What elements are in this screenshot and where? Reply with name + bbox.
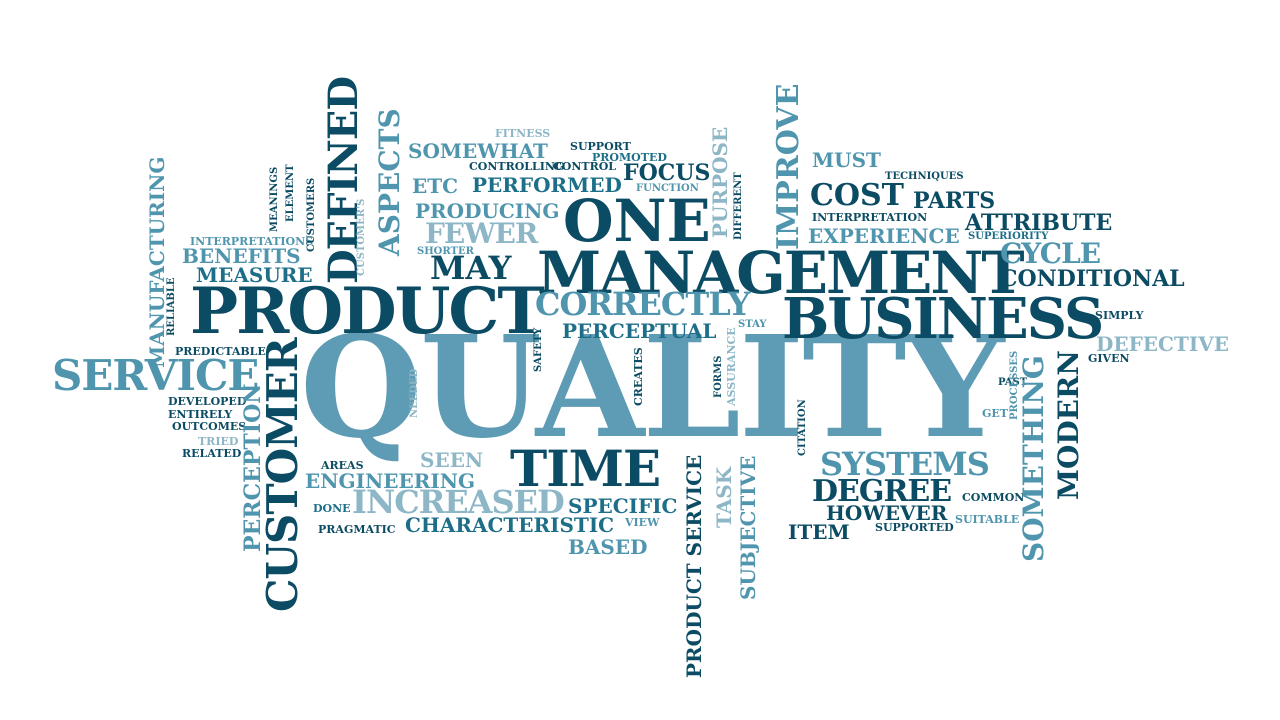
word-parts: PARTS	[913, 188, 996, 214]
word-quality: QUALITY	[300, 306, 1004, 470]
word-citation: CITATION	[797, 399, 808, 456]
word-superiority: SUPERIORITY	[968, 231, 1049, 242]
word-customers-apos: CUSTOMER'S	[356, 198, 367, 276]
word-producing: PRODUCING	[415, 199, 560, 223]
word-product: PRODUCT	[190, 274, 545, 349]
word-related: RELATED	[182, 447, 242, 460]
word-time: TIME	[510, 439, 661, 498]
word-safety: SAFETY	[533, 327, 544, 372]
word-manufacturing: MANUFACTURING	[145, 156, 169, 368]
word-management: MANAGEMENT	[537, 239, 1025, 307]
word-supported: SUPPORTED	[875, 521, 954, 534]
word-suitable: SUITABLE	[955, 513, 1020, 526]
word-interpretations: INTERPRETATIONS	[190, 235, 314, 248]
word-correctly: CORRECTLY	[535, 285, 750, 323]
word-subjective: SUBJECTIVE	[736, 455, 760, 600]
word-may: MAY	[430, 249, 512, 287]
word-perceptual: PERCEPTUAL	[562, 319, 717, 343]
word-customer-vertical: CUSTOMER	[258, 338, 307, 612]
word-one: ONE	[563, 187, 711, 255]
word-element: ELEMENT	[285, 164, 296, 222]
word-techniques: TECHNIQUES	[885, 171, 964, 182]
word-defective: DEFECTIVE	[1096, 332, 1229, 356]
word-support: SUPPORT	[570, 140, 631, 153]
word-modern: MODERN	[1052, 350, 1085, 500]
word-tried: TRIED	[198, 435, 239, 448]
word-fitness: FITNESS	[495, 127, 551, 140]
word-control: CONTROL	[553, 160, 617, 173]
word-stay: STAY	[738, 319, 767, 330]
word-controlling: CONTROLLING	[469, 160, 565, 173]
word-forms: FORMS	[713, 355, 724, 398]
word-customers: CUSTOMERS	[306, 177, 317, 252]
word-promoted: PROMOTED	[592, 151, 667, 164]
word-areas: AREAS	[321, 459, 364, 472]
word-shorter: SHORTER	[417, 246, 474, 257]
word-past: PAST	[998, 377, 1028, 388]
word-performed: PERFORMED	[472, 173, 622, 197]
word-get: GET	[982, 407, 1008, 420]
word-meanings: MEANINGS	[269, 166, 280, 232]
word-item: ITEM	[788, 520, 850, 544]
word-measure: MEASURE	[196, 263, 313, 287]
word-focus: FOCUS	[623, 160, 711, 186]
word-service: SERVICE	[52, 351, 259, 400]
word-cycle: CYCLE	[1000, 237, 1101, 270]
word-degree: DEGREE	[812, 474, 952, 509]
word-function: FUNCTION	[636, 183, 699, 194]
word-task: TASK	[712, 466, 736, 528]
word-something: SOMETHING	[1017, 355, 1050, 562]
word-needed: NEEDED	[409, 368, 420, 418]
word-done: DONE	[313, 502, 351, 515]
word-entirely: ENTIRELY	[168, 408, 233, 421]
word-creates: CREATES	[632, 347, 645, 406]
word-view: VIEW	[625, 516, 660, 529]
word-improve: IMPROVE	[771, 83, 806, 250]
word-etc: ETC	[412, 174, 459, 198]
word-interpretation: INTERPRETATION	[812, 211, 928, 224]
word-experience: EXPERIENCE	[808, 224, 960, 248]
word-common: COMMON	[962, 491, 1025, 504]
word-reliable: RELIABLE	[166, 277, 177, 336]
word-benefits: BENEFITS	[182, 244, 301, 268]
word-engineering: ENGINEERING	[305, 469, 476, 493]
word-seen: SEEN	[420, 448, 484, 472]
word-simply: SIMPLY	[1095, 309, 1144, 322]
word-business: BUSINESS	[782, 286, 1104, 352]
word-predictable: PREDICTABLE	[175, 345, 266, 358]
word-outcomes: OUTCOMES	[172, 420, 247, 433]
word-purpose: PURPOSE	[708, 126, 732, 238]
word-developed: DEVELOPED	[168, 395, 247, 408]
word-increased: INCREASED	[352, 483, 565, 521]
word-systems: SYSTEMS	[820, 445, 990, 483]
word-aspects: ASPECTS	[373, 108, 406, 256]
word-specific: SPECIFIC	[568, 494, 678, 518]
word-cost: COST	[810, 178, 904, 213]
word-product-service: PRODUCT SERVICE	[682, 454, 706, 678]
word-however: HOWEVER	[826, 501, 948, 525]
word-given: GIVEN	[1088, 352, 1130, 365]
word-different: DIFFERENT	[733, 172, 744, 240]
word-conditional: CONDITIONAL	[1000, 266, 1185, 292]
word-characteristic: CHARACTERISTIC	[405, 513, 615, 537]
word-somewhat: SOMEWHAT	[408, 139, 548, 163]
word-fewer: FEWER	[425, 217, 538, 250]
word-pragmatic: PRAGMATIC	[318, 523, 396, 536]
word-based: BASED	[568, 535, 648, 559]
word-must: MUST	[812, 148, 881, 172]
word-assurance: ASSURANCE	[725, 327, 738, 406]
word-perception: PERCEPTION	[240, 383, 266, 552]
word-attribute: ATTRIBUTE	[965, 210, 1113, 236]
